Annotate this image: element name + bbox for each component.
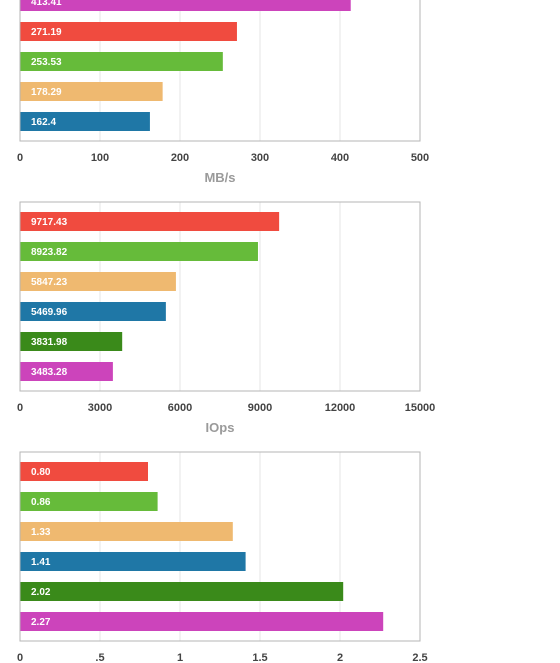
bar [20, 272, 176, 291]
bar-value-label: 2.02 [31, 587, 51, 598]
x-tick-label: 6000 [168, 402, 192, 414]
bar-value-label: 5847.23 [31, 277, 68, 288]
bar-value-label: 5469.96 [31, 307, 68, 318]
bar-value-label: 1.41 [31, 557, 51, 568]
x-axis-label: IOps [206, 420, 235, 435]
bar-value-label: 0.80 [31, 467, 51, 478]
bar [20, 212, 280, 231]
bar [20, 492, 158, 511]
x-tick-label: 1 [177, 652, 183, 663]
chart-3: 0.80 0.86 1.33 1.41 2.02 2.27 0 .5 1 1.5 2 2.5 [17, 451, 428, 663]
plot-frame [19, 451, 421, 642]
bar [20, 0, 351, 11]
x-tick-label: 500 [411, 152, 429, 164]
bar-value-label: 8923.82 [31, 247, 68, 258]
x-tick-label: 2.5 [412, 652, 427, 663]
bar-value-label: 9717.43 [31, 217, 68, 228]
bar-value-label: 2.27 [31, 617, 51, 628]
plot-frame [19, 201, 421, 392]
bar [20, 522, 233, 541]
bar [20, 22, 237, 41]
bar [20, 242, 258, 261]
x-tick-label: 0 [17, 652, 23, 663]
x-tick-label: .5 [95, 652, 104, 663]
bar [20, 582, 344, 601]
bar-value-label: 3831.98 [31, 337, 68, 348]
x-tick-label: 0 [17, 152, 23, 164]
bar-value-label: 413.41 [31, 0, 62, 8]
bar-value-label: 271.19 [31, 27, 62, 38]
bar-value-label: 3483.28 [31, 367, 68, 378]
bar-value-label: 1.33 [31, 527, 51, 538]
bar [20, 112, 150, 131]
x-tick-label: 200 [171, 152, 189, 164]
x-tick-label: 300 [251, 152, 269, 164]
x-tick-label: 9000 [248, 402, 272, 414]
x-tick-label: 3000 [88, 402, 112, 414]
chart-1: 413.41 271.19 253.53 178.29 162.4 0 100 200 300 4… [17, 0, 429, 185]
bar [20, 612, 384, 631]
x-tick-label: 12000 [325, 402, 356, 414]
plot-frame [19, 0, 421, 142]
x-tick-label: 15000 [405, 402, 436, 414]
x-tick-label: 1.5 [252, 652, 267, 663]
x-tick-label: 100 [91, 152, 109, 164]
chart-2: 9717.43 8923.82 5847.23 5469.96 3831.98 3483.… [17, 201, 436, 435]
x-tick-label: 2 [337, 652, 343, 663]
x-tick-label: 400 [331, 152, 349, 164]
bar [20, 52, 223, 71]
bar-value-label: 0.86 [31, 497, 51, 508]
bar [20, 462, 148, 481]
bar [20, 302, 166, 321]
bar [20, 362, 113, 381]
bar [20, 552, 246, 571]
x-tick-label: 0 [17, 402, 23, 414]
bar-value-label: 253.53 [31, 57, 62, 68]
x-axis-label: MB/s [204, 170, 235, 185]
bar-value-label: 178.29 [31, 87, 62, 98]
bar [20, 82, 163, 101]
bar [20, 332, 123, 351]
bar-value-label: 162.4 [31, 117, 56, 128]
